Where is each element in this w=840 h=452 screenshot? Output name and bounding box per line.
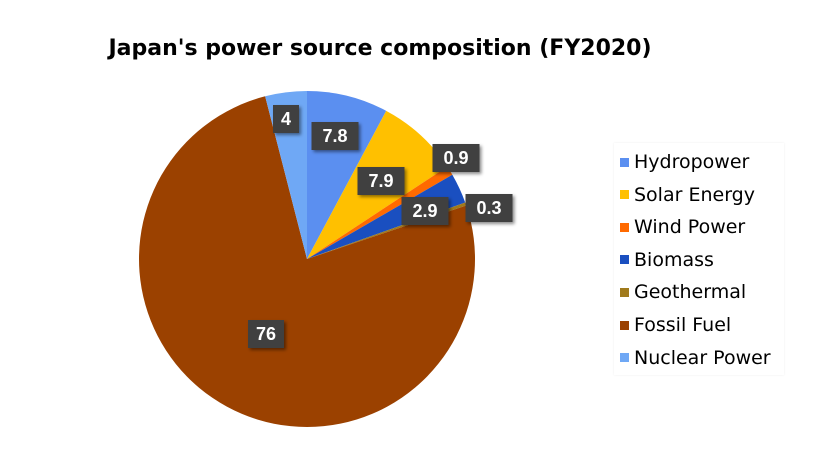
- legend-item-geothermal: Geothermal: [620, 277, 746, 307]
- legend-label: Solar Energy: [634, 183, 755, 206]
- data-label-hydropower: 7.8: [311, 122, 359, 150]
- legend-item-wind-power: Wind Power: [620, 212, 745, 242]
- pie-slice-wind-power: [307, 166, 453, 259]
- data-label-text: 0.9: [443, 148, 468, 168]
- data-label-biomass: 2.9: [401, 197, 449, 225]
- data-label-wind-power: 0.9: [432, 144, 480, 172]
- data-label-box: [432, 144, 480, 172]
- legend-item-nuclear-power: Nuclear Power: [620, 343, 771, 373]
- legend-swatch: [620, 190, 629, 200]
- legend-item-biomass: Biomass: [620, 245, 714, 275]
- data-label-box: [401, 197, 449, 225]
- legend-label: Nuclear Power: [634, 346, 771, 369]
- data-label-text: 2.9: [412, 201, 437, 221]
- legend-label: Biomass: [634, 248, 714, 271]
- legend-swatch: [620, 157, 629, 167]
- legend-swatch: [620, 255, 629, 265]
- legend-swatch: [620, 353, 629, 363]
- data-label-text: 7.8: [322, 126, 347, 146]
- legend-label: Fossil Fuel: [634, 314, 732, 336]
- legend-label: Wind Power: [634, 216, 746, 239]
- data-label-box: [357, 167, 405, 195]
- legend-item-fossil-fuel: Fossil Fuel: [620, 310, 731, 340]
- data-label-box: [311, 122, 359, 150]
- data-label-box: [273, 105, 299, 133]
- data-label-text: 76: [256, 324, 276, 344]
- data-label-fossil-fuel: 76: [248, 320, 284, 348]
- legend-label: Geothermal: [634, 281, 747, 304]
- legend-label: Hydropower: [634, 151, 750, 173]
- legend-swatch: [620, 222, 629, 232]
- chart-title: Japan's power source composition (FY2020…: [108, 36, 652, 61]
- legend-swatch: [620, 320, 629, 330]
- legend-swatch: [620, 287, 629, 297]
- data-label-box: [465, 194, 513, 222]
- data-label-solar-energy: 7.9: [357, 167, 405, 195]
- legend-item-hydropower: Hydropower: [620, 147, 749, 177]
- pie-slice-fossil-fuel: [139, 96, 476, 428]
- data-label-box: [248, 320, 284, 348]
- data-label-text: 7.9: [368, 171, 393, 191]
- data-label-nuclear-power: 4: [273, 105, 299, 133]
- legend-item-solar-energy: Solar Energy: [620, 180, 755, 210]
- pie-slice-biomass: [307, 174, 466, 259]
- data-label-text: 0.3: [476, 198, 501, 218]
- legend: Hydropower Solar Energy Wind Power Biomass G…: [614, 143, 784, 375]
- data-label-text: 4: [281, 109, 291, 129]
- data-label-geothermal: 0.3: [465, 194, 513, 222]
